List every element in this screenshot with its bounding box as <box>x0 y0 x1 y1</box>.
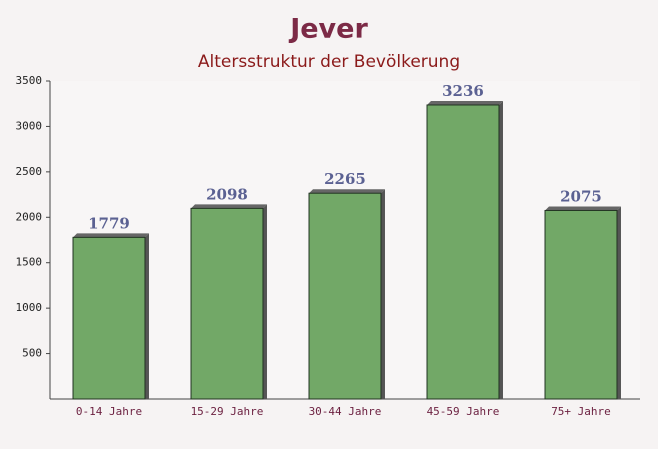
x-tick-label: 30-44 Jahre <box>309 405 382 418</box>
bar-shadow <box>616 206 621 399</box>
bar-shadow <box>144 233 149 399</box>
bar-shadow <box>427 100 503 105</box>
bar-shadow <box>262 204 267 399</box>
y-tick-label: 3000 <box>16 119 43 132</box>
value-label: 2265 <box>324 170 366 188</box>
value-label: 3236 <box>442 82 484 100</box>
bar-shadow <box>498 100 503 400</box>
bar-shadow <box>380 189 385 399</box>
y-tick-label: 3500 <box>16 74 43 87</box>
x-tick-label: 15-29 Jahre <box>191 405 264 418</box>
y-tick-label: 500 <box>22 347 42 360</box>
chart-subtitle: Altersstruktur der Bevölkerung <box>198 52 460 72</box>
bar <box>72 236 146 400</box>
value-label: 2098 <box>206 185 248 203</box>
y-tick-label: 2000 <box>16 210 43 223</box>
value-label: 1779 <box>88 214 130 232</box>
bar <box>190 207 264 400</box>
bar-shadow <box>545 206 621 211</box>
y-tick-label: 1000 <box>16 301 43 314</box>
y-tick-label: 2500 <box>16 165 43 178</box>
bar <box>426 104 500 400</box>
x-tick-label: 0-14 Jahre <box>76 405 142 418</box>
bar <box>544 209 618 400</box>
bar-shadow <box>73 233 149 238</box>
bar-shadow <box>309 189 385 194</box>
value-label: 2075 <box>560 187 602 205</box>
bar-shadow <box>191 204 267 209</box>
chart-title: Jever <box>288 14 368 45</box>
x-tick-label: 45-59 Jahre <box>427 405 500 418</box>
bar <box>308 192 382 400</box>
x-tick-label: 75+ Jahre <box>551 405 611 418</box>
y-tick-label: 1500 <box>16 256 43 269</box>
